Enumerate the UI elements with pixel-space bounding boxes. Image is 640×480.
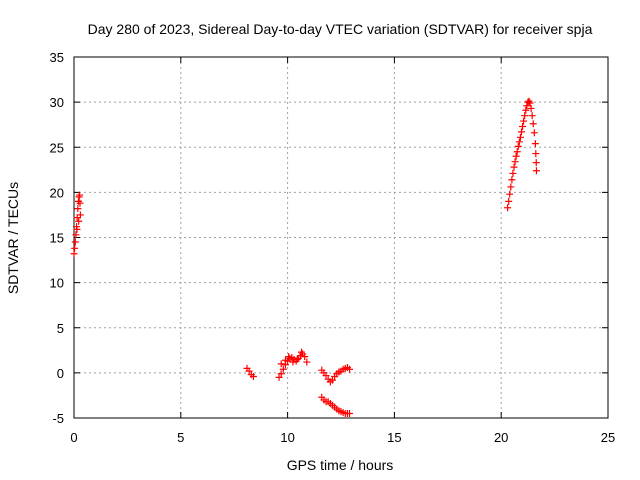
y-tick-label: 25 (50, 140, 64, 155)
data-point (505, 197, 513, 205)
data-point (301, 353, 309, 361)
data-point (277, 360, 285, 368)
data-point (512, 152, 520, 160)
data-point (511, 158, 519, 166)
data-point (509, 169, 517, 177)
y-tick-label: 0 (57, 366, 64, 381)
data-point (289, 358, 297, 366)
x-tick-label: 20 (494, 430, 508, 445)
data-point (507, 183, 515, 191)
data-point (517, 128, 525, 136)
y-tick-label: -5 (52, 411, 64, 426)
data-point (530, 129, 538, 137)
series-seg4 (318, 363, 354, 386)
x-tick-label: 25 (601, 430, 615, 445)
data-point (522, 106, 530, 114)
data-point (528, 112, 536, 120)
data-point (520, 117, 528, 125)
data-point (322, 372, 330, 380)
y-tick-label: 5 (57, 321, 64, 336)
y-tick-label: 15 (50, 231, 64, 246)
data-point (328, 376, 336, 384)
data-point (346, 365, 354, 373)
data-point (74, 205, 82, 213)
data-point (72, 231, 80, 239)
axis-ticks: 0 5 10 15 20 25 -5 0 5 10 15 20 25 30 35 (50, 50, 616, 445)
data-point (504, 204, 512, 212)
data-point (513, 148, 521, 156)
data-point (532, 167, 540, 175)
data-point (245, 367, 253, 375)
data-point (514, 142, 522, 150)
x-tick-label: 10 (280, 430, 294, 445)
data-point (527, 104, 535, 112)
data-point (297, 348, 305, 356)
data-point (506, 190, 514, 198)
data-point (75, 217, 83, 225)
data-point (249, 372, 257, 380)
x-tick-label: 5 (177, 430, 184, 445)
data-point (281, 356, 289, 364)
data-point (519, 122, 527, 130)
series-seg2 (243, 364, 257, 380)
data-point (532, 150, 540, 158)
y-tick-label: 35 (50, 50, 64, 65)
data-points (70, 97, 540, 417)
data-point (76, 199, 84, 207)
data-point (529, 120, 537, 128)
x-tick-label: 0 (70, 430, 77, 445)
y-tick-label: 10 (50, 276, 64, 291)
y-axis-label: SDTVAR / TECUs (5, 182, 21, 294)
data-point (70, 250, 78, 258)
data-point (531, 140, 539, 148)
data-point (293, 355, 301, 363)
data-point (508, 176, 516, 184)
data-point (275, 373, 283, 381)
series-seg3 (275, 348, 311, 381)
series-seg6 (504, 97, 540, 212)
x-tick-label: 15 (387, 430, 401, 445)
data-point (510, 163, 518, 171)
x-axis-label: GPS time / hours (287, 457, 394, 473)
series-seg1 (70, 191, 84, 258)
data-point (279, 365, 287, 373)
data-point (526, 99, 534, 107)
data-point (516, 133, 524, 141)
data-point (76, 191, 84, 199)
data-point (532, 159, 540, 167)
data-point (521, 112, 529, 120)
data-point (73, 225, 81, 233)
series-seg5 (318, 393, 354, 417)
data-point (303, 358, 311, 366)
data-point (285, 353, 293, 361)
chart-title: Day 280 of 2023, Sidereal Day-to-day VTE… (88, 21, 593, 37)
data-point (76, 211, 84, 219)
data-point (515, 138, 523, 146)
y-tick-label: 20 (50, 185, 64, 200)
data-point (71, 238, 79, 246)
data-point (71, 244, 79, 252)
data-point (346, 409, 354, 417)
y-tick-label: 30 (50, 95, 64, 110)
data-point (277, 370, 285, 378)
